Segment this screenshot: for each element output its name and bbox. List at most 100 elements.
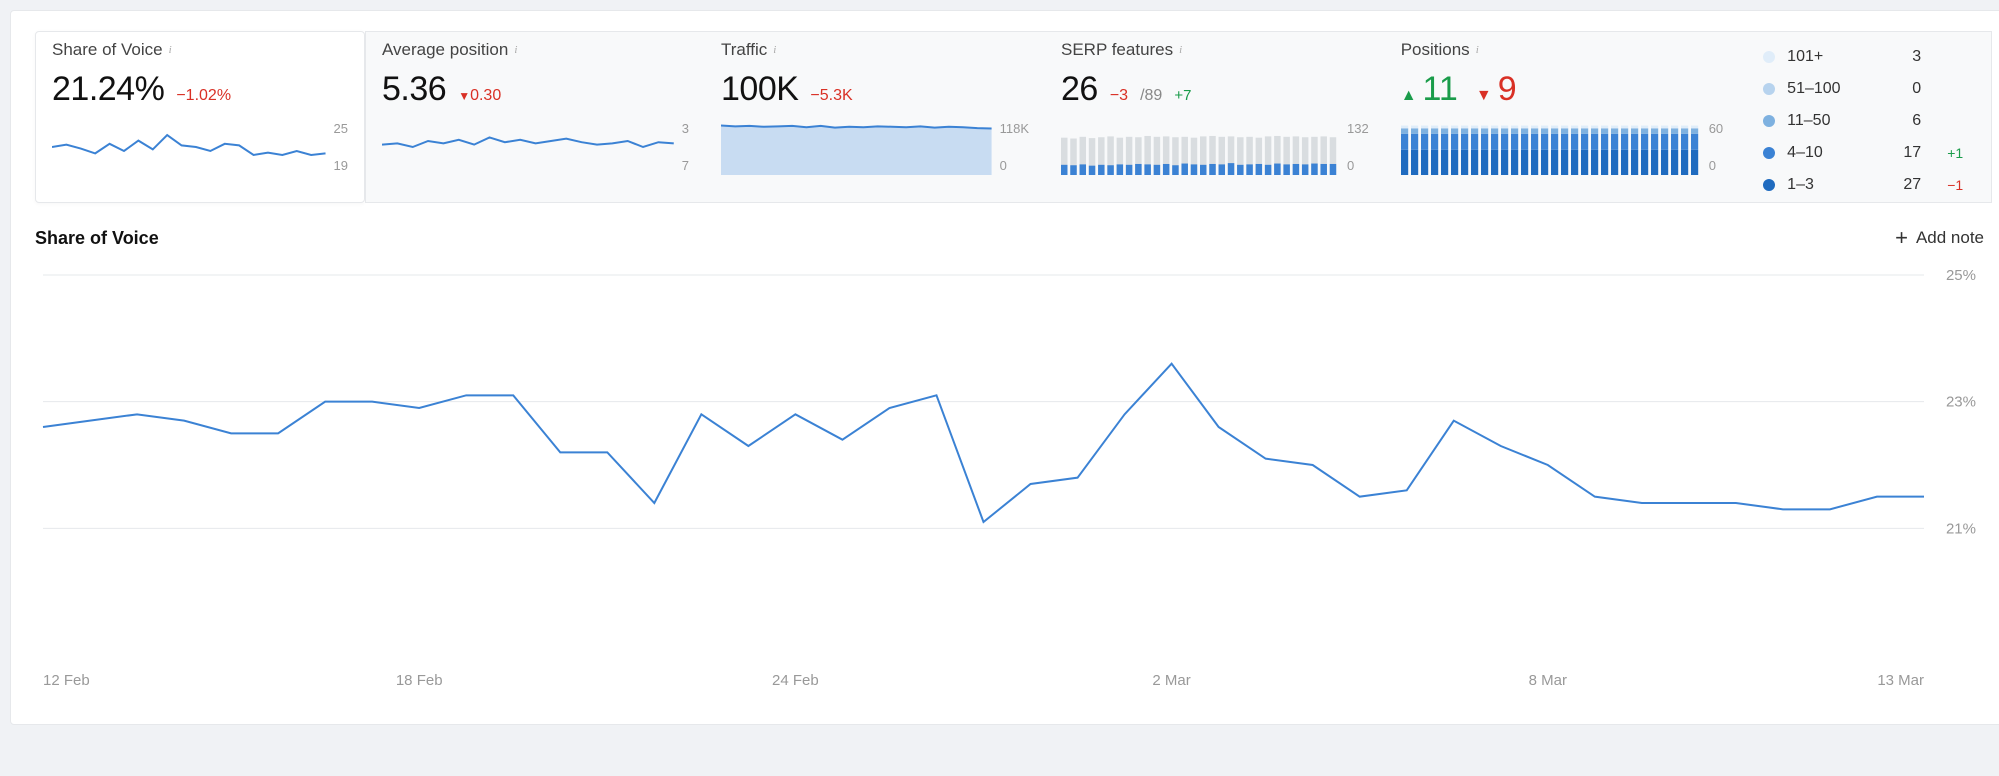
sparkline-sov xyxy=(52,119,326,175)
legend-row[interactable]: 101+ 3 xyxy=(1763,48,1963,66)
add-note-label: Add note xyxy=(1916,228,1984,248)
sparkline-y-labels: 3 7 xyxy=(682,119,689,175)
card-title-text: Share of Voice xyxy=(52,40,163,60)
legend-label: 11–50 xyxy=(1787,112,1879,130)
spark-ymin: 7 xyxy=(682,158,689,173)
spark-ymin: 0 xyxy=(1709,158,1723,173)
info-icon[interactable]: i xyxy=(1179,44,1182,56)
legend-dot-icon xyxy=(1763,179,1775,191)
legend-count: 27 xyxy=(1891,176,1921,194)
legend-dot-icon xyxy=(1763,83,1775,95)
svg-text:8 Mar: 8 Mar xyxy=(1529,672,1567,689)
spark-ymax: 25 xyxy=(334,121,348,136)
legend-label: 51–100 xyxy=(1787,80,1879,98)
legend-count: 17 xyxy=(1891,144,1921,162)
card-value: 21.24% xyxy=(52,70,164,109)
positions-legend: 101+ 3 51–100 0 11–50 6 4–10 17 +1 1–3 27 −1 xyxy=(1763,40,1963,194)
legend-count: 6 xyxy=(1891,112,1921,130)
card-value: 26 xyxy=(1061,70,1098,109)
svg-text:12 Feb: 12 Feb xyxy=(43,672,90,689)
legend-label: 1–3 xyxy=(1787,176,1879,194)
info-icon[interactable]: i xyxy=(1476,44,1479,56)
card-title: Positions i xyxy=(1401,40,1723,60)
info-icon[interactable]: i xyxy=(514,44,517,56)
card-value: 100K xyxy=(721,70,798,109)
spark-ymax: 60 xyxy=(1709,121,1723,136)
positions-main: Positions i ▲ 11 ▼ 9 60 0 xyxy=(1401,40,1723,194)
legend-row[interactable]: 1–3 27 −1 xyxy=(1763,176,1963,194)
plus-icon: + xyxy=(1895,227,1908,249)
legend-delta: +1 xyxy=(1933,145,1963,161)
legend-dot-icon xyxy=(1763,115,1775,127)
card-value-row: 100K −5.3K xyxy=(721,70,1029,109)
sparkline-wrap: 60 0 xyxy=(1401,119,1723,175)
card-positions[interactable]: Positions i ▲ 11 ▼ 9 60 0 xyxy=(1385,31,1992,203)
info-icon[interactable]: i xyxy=(169,44,172,56)
main-chart[interactable]: 25%23%21%12 Feb18 Feb24 Feb2 Mar8 Mar13 … xyxy=(35,265,1984,695)
legend-dot-icon xyxy=(1763,51,1775,63)
card-title: Share of Voice i xyxy=(52,40,348,60)
card-value: 5.36 xyxy=(382,70,446,109)
card-title-text: Positions xyxy=(1401,40,1470,60)
card-title: SERP features i xyxy=(1061,40,1369,60)
card-delta: −3 xyxy=(1110,87,1128,105)
positions-up: 11 xyxy=(1423,70,1458,109)
spark-ymax: 3 xyxy=(682,121,689,136)
triangle-up-icon: ▲ xyxy=(1401,87,1417,105)
serp-total-delta: +7 xyxy=(1174,87,1191,104)
spark-ymin: 0 xyxy=(1000,158,1029,173)
card-delta: −1.02% xyxy=(176,87,231,105)
legend-label: 101+ xyxy=(1787,48,1879,66)
sparkline-wrap: 118K 0 xyxy=(721,119,1029,175)
svg-text:18 Feb: 18 Feb xyxy=(396,672,443,689)
legend-count: 3 xyxy=(1891,48,1921,66)
legend-delta: −1 xyxy=(1933,177,1963,193)
card-title-text: SERP features xyxy=(1061,40,1173,60)
legend-row[interactable]: 51–100 0 xyxy=(1763,80,1963,98)
main-chart-header: Share of Voice + Add note xyxy=(35,227,1984,249)
arrow-down-icon: ▼ xyxy=(458,89,470,103)
spark-ymax: 132 xyxy=(1347,121,1369,136)
card-share-of-voice[interactable]: Share of Voice i 21.24% −1.02% 25 19 xyxy=(35,31,365,203)
positions-down: 9 xyxy=(1498,70,1517,109)
stat-cards-row: Share of Voice i 21.24% −1.02% 25 19 Ave… xyxy=(35,31,1984,203)
sparkline-y-labels: 132 0 xyxy=(1347,119,1369,175)
card-serp-features[interactable]: SERP features i 26 −3 /89 +7 132 0 xyxy=(1045,31,1385,203)
card-title-text: Average position xyxy=(382,40,508,60)
card-value-row: 26 −3 /89 +7 xyxy=(1061,70,1369,109)
sparkline-wrap: 132 0 xyxy=(1061,119,1369,175)
legend-label: 4–10 xyxy=(1787,144,1879,162)
sparkline-wrap: 3 7 xyxy=(382,119,689,175)
card-value-row: 5.36 ▼0.30 xyxy=(382,70,689,109)
spark-ymax: 118K xyxy=(1000,121,1029,136)
card-traffic[interactable]: Traffic i 100K −5.3K 118K 0 xyxy=(705,31,1045,203)
sparkline-y-labels: 60 0 xyxy=(1709,119,1723,175)
card-title: Traffic i xyxy=(721,40,1029,60)
sparkline-y-labels: 118K 0 xyxy=(1000,119,1029,175)
spark-ymin: 0 xyxy=(1347,158,1369,173)
svg-text:21%: 21% xyxy=(1946,520,1976,537)
card-title-text: Traffic xyxy=(721,40,767,60)
serp-total: /89 xyxy=(1140,87,1162,105)
svg-text:24 Feb: 24 Feb xyxy=(772,672,819,689)
info-icon[interactable]: i xyxy=(773,44,776,56)
svg-text:2 Mar: 2 Mar xyxy=(1152,672,1190,689)
legend-count: 0 xyxy=(1891,80,1921,98)
card-delta: ▼0.30 xyxy=(458,87,501,105)
legend-dot-icon xyxy=(1763,147,1775,159)
card-delta: −5.3K xyxy=(810,87,852,105)
card-average-position[interactable]: Average position i 5.36 ▼0.30 3 7 xyxy=(365,31,705,203)
sparkline-y-labels: 25 19 xyxy=(334,119,348,175)
sparkline-serp xyxy=(1061,119,1339,175)
add-note-button[interactable]: + Add note xyxy=(1895,227,1984,249)
sparkline-positions xyxy=(1401,119,1701,175)
svg-text:23%: 23% xyxy=(1946,394,1976,411)
dashboard-container: Share of Voice i 21.24% −1.02% 25 19 Ave… xyxy=(10,10,1999,725)
card-value-row: 21.24% −1.02% xyxy=(52,70,348,109)
triangle-down-icon: ▼ xyxy=(1476,87,1492,105)
svg-text:25%: 25% xyxy=(1946,267,1976,284)
spark-ymin: 19 xyxy=(334,158,348,173)
legend-row[interactable]: 11–50 6 xyxy=(1763,112,1963,130)
legend-row[interactable]: 4–10 17 +1 xyxy=(1763,144,1963,162)
sparkline-traffic xyxy=(721,119,992,175)
